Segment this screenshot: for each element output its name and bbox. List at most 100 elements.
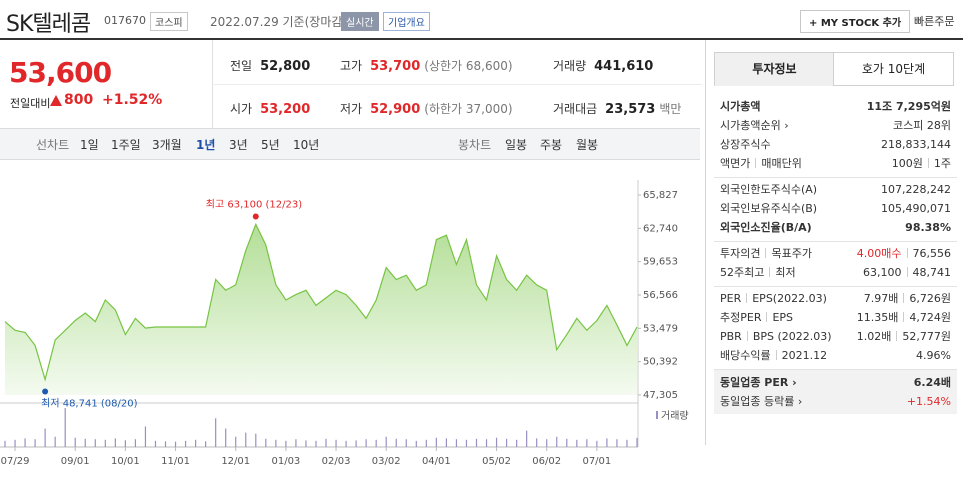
date: 2022.07.29 기준(장마감) (210, 15, 348, 29)
value: 218,833,144 (881, 138, 951, 151)
volume-bar (445, 438, 447, 447)
y-tick-label: 59,653 (643, 257, 678, 268)
volume-bar (435, 437, 437, 447)
quote-value: 23,573 (605, 102, 656, 117)
x-tick-label: 07/01 (582, 456, 611, 467)
label: 목표주가 (771, 247, 812, 260)
x-tick-label: 10/01 (111, 456, 140, 467)
chart: 65,827 62,740 59,653 56,566 53,479 50,392 47,3… (0, 180, 689, 467)
volume-bar (475, 438, 478, 447)
volume-bar (325, 438, 327, 447)
period-tab[interactable]: 1주일 (111, 138, 141, 152)
value: 4,724원 (909, 311, 951, 324)
x-tick-label: 05/02 (482, 456, 511, 467)
volume-bar (14, 439, 16, 447)
volume-bar (205, 441, 207, 447)
label: 매매단위 (761, 157, 802, 170)
tab-heading: 봉차트 (458, 138, 492, 152)
quote-value: 53,700 (370, 59, 421, 74)
info-value: 63,100 48,741 (863, 263, 951, 282)
candle-tab[interactable]: 일봉 (505, 138, 528, 152)
quote-note: 백만 (659, 102, 682, 116)
quote-label: 시가 (230, 102, 253, 116)
value: 7.97배 (863, 292, 899, 305)
label: EPS(2022.03) (752, 292, 827, 305)
info-row: PBR BPS (2022.03) 1.02배 52,777원 (714, 327, 957, 346)
period-tab[interactable]: 5년 (261, 138, 280, 152)
change: 800 (64, 92, 94, 108)
volume-bar (24, 438, 26, 447)
volume-bar (636, 437, 638, 447)
info-tab[interactable]: 호가 10단계 (833, 52, 954, 86)
info-section: 외국인한도주식수(A) 107,228,242 외국인보유주식수(B) 105,490… (714, 178, 957, 242)
info-label: 시가총액 (720, 97, 760, 116)
mystock-button[interactable]: + MY STOCK 추가 (800, 10, 911, 33)
info-value: 11.35배 4,724원 (857, 308, 951, 327)
volume-bar (255, 433, 257, 447)
volume-bar (215, 418, 217, 447)
legend-label: 거래량 (661, 410, 689, 422)
label: 외국인보유주식수(B) (720, 202, 818, 215)
info-row: 투자의견 목표주가 4.00매수 76,556 (714, 244, 957, 263)
label: 상장주식수 (720, 138, 771, 151)
x-tick-label: 01/03 (271, 456, 300, 467)
info-label: 투자의견 목표주가 (720, 244, 812, 263)
candle-tab[interactable]: 주봉 (540, 138, 563, 152)
volume-bar (84, 438, 86, 447)
volume-bar (245, 432, 247, 447)
period-tab[interactable]: 1년 (196, 138, 216, 152)
volume-bar (465, 439, 468, 447)
volume-bar (586, 439, 588, 447)
realtime-button[interactable]: 실시간 (341, 12, 379, 31)
label: 동일업종 등락률 › (720, 395, 803, 408)
period-tab[interactable]: 10년 (293, 138, 320, 152)
period-tab[interactable]: 3년 (229, 138, 248, 152)
label: 2021.12 (781, 349, 828, 362)
change-pct: +1.52% (102, 92, 163, 108)
info-row: 52주최고 최저 63,100 48,741 (714, 263, 957, 282)
separator (746, 293, 748, 303)
label: 투자의견 (720, 247, 761, 260)
info-label: 배당수익률 2021.12 (720, 346, 827, 365)
order-button[interactable]: 빠른주문 (914, 15, 955, 28)
info-label: 액면가 매매단위 (720, 154, 802, 173)
info-row: 외국인소진율(B/A) 98.38% (714, 218, 957, 237)
value: 76,556 (912, 247, 952, 260)
volume-bar (536, 438, 538, 447)
info-row: PER EPS(2022.03) 7.97배 6,726원 (714, 289, 957, 308)
volume-bar (345, 440, 347, 447)
label: 액면가 (720, 157, 751, 170)
value: 6,726원 (909, 292, 951, 305)
x-tick-label: 11/01 (161, 456, 190, 467)
quote-value: 441,610 (594, 59, 654, 74)
candle-tab[interactable]: 월봉 (576, 138, 599, 152)
info-row: 외국인한도주식수(A) 107,228,242 (714, 180, 957, 199)
info-value: 코스피 28위 (893, 116, 951, 135)
company-button[interactable]: 기업개요 (383, 12, 430, 31)
info-row: 액면가 매매단위 100원 1주 (714, 154, 957, 173)
y-tick-label: 53,479 (643, 323, 678, 334)
separator (903, 312, 905, 322)
quote-label: 거래량 (553, 59, 587, 73)
y-tick-label: 50,392 (643, 357, 678, 368)
info-value: 105,490,071 (881, 199, 951, 218)
quote-value: 52,800 (260, 59, 311, 74)
info-tab[interactable]: 투자정보 (714, 52, 835, 86)
volume-bar (114, 438, 116, 447)
x-tick-label: 02/03 (322, 456, 351, 467)
value: 107,228,242 (881, 183, 951, 196)
volume-bar (516, 439, 518, 447)
volume-bar (355, 440, 357, 447)
volume-bar (405, 439, 407, 447)
label: 추정PER (720, 311, 762, 324)
info-section: 동일업종 PER › 6.24배 동일업종 등락률 › +1.54% (714, 370, 957, 414)
volume-bar (174, 441, 177, 447)
info-label: 동일업종 PER › (720, 373, 797, 392)
up-icon (50, 95, 62, 106)
volume-bar (616, 439, 618, 447)
period-tab[interactable]: 3개월 (152, 138, 182, 152)
period-tab[interactable]: 1일 (80, 138, 99, 152)
quote-label: 고가 (340, 59, 363, 73)
high-label: 최고 63,100 (12/23) (206, 198, 302, 210)
